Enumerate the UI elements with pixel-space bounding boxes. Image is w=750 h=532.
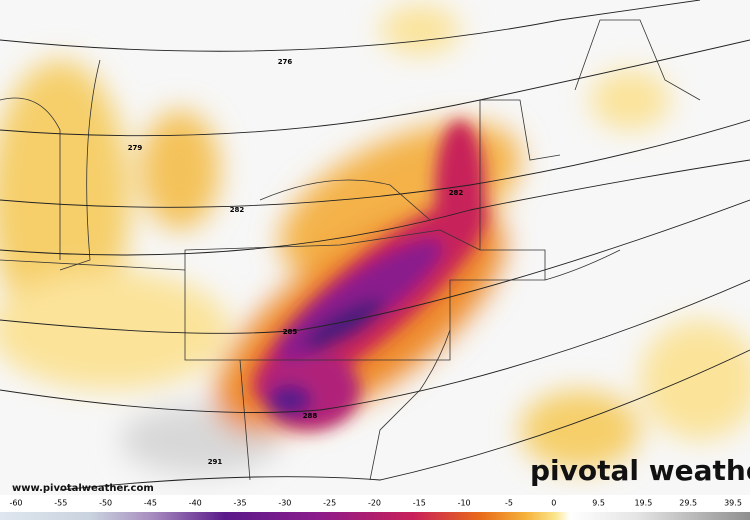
boundaries [0,19,701,481]
contour-label: 279 [128,144,143,152]
colorbar-label: -30 [278,499,291,508]
colorbar-label: -50 [99,499,112,508]
colorbar-label: 0 [551,499,556,508]
colorbar-label: 19.5 [634,499,652,508]
colorbar-label: -15 [413,499,426,508]
map-field [0,5,750,475]
contour-label: 276 [278,58,293,66]
contour-label: 288 [303,412,318,420]
colorbar-label: -20 [368,499,381,508]
contours [0,0,750,491]
contour-label: 285 [283,328,298,336]
colorbar-label: -45 [144,499,157,508]
colorbar [0,512,750,520]
colorbar-label: 9.5 [592,499,605,508]
contour-label: 291 [208,458,223,466]
colorbar-label: -40 [189,499,202,508]
colorbar-label: -25 [323,499,336,508]
contour-label: 282 [449,189,464,197]
colorbar-label: -35 [234,499,247,508]
colorbar-label: -60 [9,499,22,508]
colorbar-label: -10 [458,499,471,508]
colorbar-label: -55 [54,499,67,508]
colorbar-label: 39.5 [724,499,742,508]
colorbar-labels: -60 -55 -50 -45 -40 -35 -30 -25 -20 -15 -10 -5 0 9.5 1… [9,499,741,508]
brand-logo: pivotal weather [530,454,750,487]
contour-labels: 276 279 282 282 285 288 291 [128,58,464,466]
contour-label: 282 [230,206,245,214]
colorbar-label: 29.5 [679,499,697,508]
colorbar-label: -5 [505,499,513,508]
website: www.pivotalweather.com [12,483,154,494]
